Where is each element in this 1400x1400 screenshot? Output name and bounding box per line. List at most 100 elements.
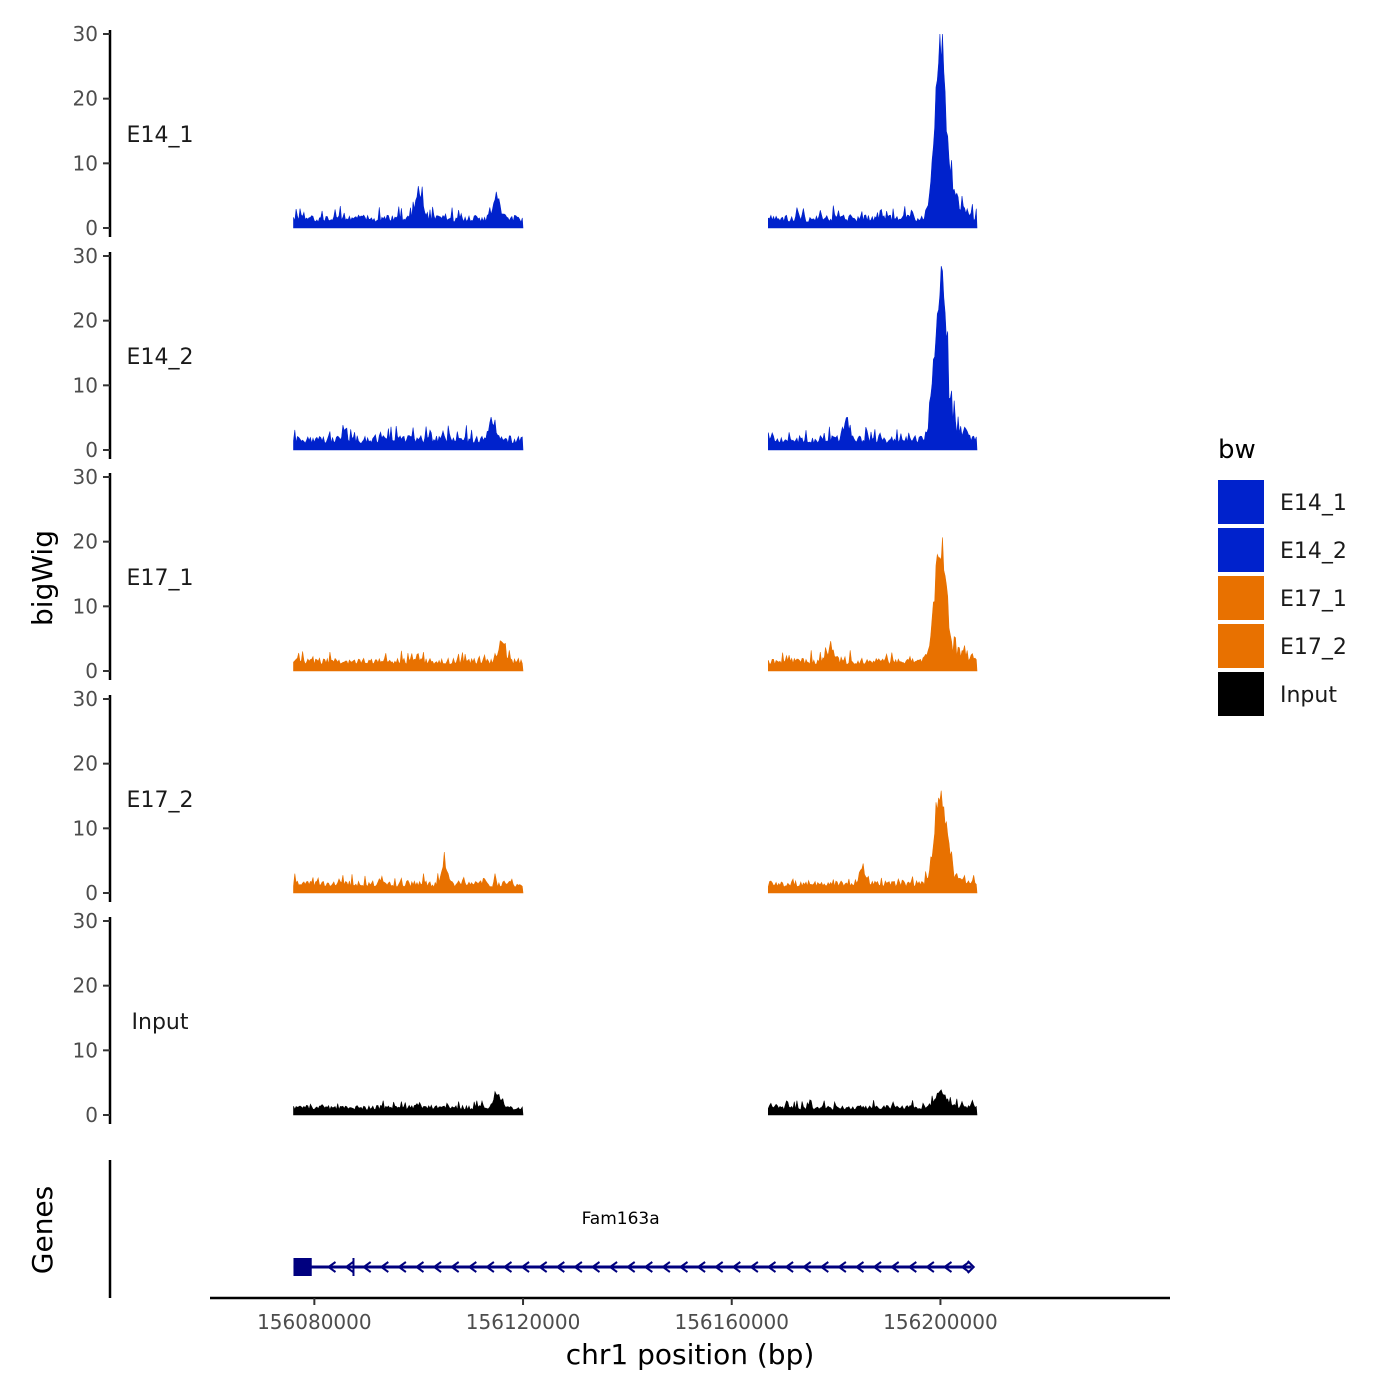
track-label: E14_2 bbox=[127, 345, 194, 370]
y-tick-label: 10 bbox=[73, 1038, 98, 1062]
signal-tracks: 0 10 20 30 E14_1 0 10 20 30 E14_2 0 10 20 30 E17_1 0 10 2… bbox=[73, 22, 978, 1127]
genes-track-title: Genes bbox=[26, 1186, 59, 1274]
legend-label: E17_2 bbox=[1280, 635, 1347, 660]
strand-arrow bbox=[784, 1261, 794, 1273]
signal-area-E14_2-1 bbox=[293, 417, 524, 451]
strand-arrow bbox=[555, 1261, 565, 1273]
x-axis: 156080000 156120000 156160000 156200000 bbox=[210, 1296, 1170, 1334]
y-tick-label: 30 bbox=[73, 22, 98, 46]
strand-arrow bbox=[573, 1261, 583, 1273]
y-tick-label: 30 bbox=[73, 465, 98, 489]
x-tick-label: 156200000 bbox=[883, 1310, 998, 1334]
strand-arrow bbox=[326, 1261, 337, 1273]
y-tick-label: 10 bbox=[73, 594, 98, 618]
y-tick-label: 0 bbox=[85, 1103, 98, 1127]
strand-arrow bbox=[925, 1261, 935, 1273]
track-label: E17_1 bbox=[127, 566, 194, 591]
gene-exon bbox=[293, 1258, 312, 1276]
legend-label: E17_1 bbox=[1280, 587, 1347, 612]
strand-arrow bbox=[837, 1261, 847, 1273]
legend-label: E14_1 bbox=[1280, 491, 1347, 516]
gene-end-cap bbox=[967, 1260, 976, 1274]
x-axis-title: chr1 position (bp) bbox=[566, 1338, 815, 1371]
y-tick-label: 30 bbox=[73, 687, 98, 711]
y-tick-label: 10 bbox=[73, 816, 98, 840]
track-E14_2: 0 10 20 30 E14_2 bbox=[73, 244, 978, 462]
strand-arrow bbox=[449, 1261, 460, 1273]
track-E17_2: 0 10 20 30 E17_2 bbox=[73, 687, 978, 905]
y-axis-title: bigWig bbox=[26, 530, 59, 626]
signal-area-E14_1-1 bbox=[293, 185, 524, 229]
strand-arrow bbox=[819, 1261, 829, 1273]
strand-arrow bbox=[485, 1261, 495, 1273]
track-E17_1: 0 10 20 30 E17_1 bbox=[73, 465, 978, 683]
strand-arrow bbox=[537, 1261, 548, 1273]
legend-label: Input bbox=[1280, 683, 1337, 708]
strand-arrow bbox=[608, 1261, 618, 1273]
genes-track: Fam163a bbox=[108, 1160, 976, 1298]
track-Input: 0 10 20 30 Input bbox=[73, 909, 978, 1127]
strand-arrow bbox=[872, 1261, 882, 1273]
legend-swatch-E14_2 bbox=[1218, 528, 1264, 572]
legend-swatch-E17_1 bbox=[1218, 576, 1264, 620]
strand-arrow bbox=[766, 1261, 777, 1273]
legend-label: E14_2 bbox=[1280, 539, 1347, 564]
y-tick-label: 20 bbox=[73, 87, 98, 111]
strand-arrow bbox=[397, 1261, 407, 1273]
strand-arrow bbox=[889, 1261, 900, 1273]
strand-arrow bbox=[731, 1261, 741, 1273]
track-label: Input bbox=[132, 1010, 189, 1035]
x-tick-label: 156120000 bbox=[466, 1310, 581, 1334]
strand-arrow bbox=[414, 1261, 425, 1273]
strand-arrow bbox=[643, 1261, 653, 1273]
gene-name: Fam163a bbox=[582, 1209, 660, 1229]
track-E14_1: 0 10 20 30 E14_1 bbox=[73, 22, 978, 240]
strand-arrow bbox=[344, 1261, 354, 1273]
x-tick-label: 156160000 bbox=[674, 1310, 789, 1334]
strand-arrow bbox=[713, 1261, 724, 1273]
y-tick-label: 30 bbox=[73, 244, 98, 268]
y-tick-label: 10 bbox=[73, 151, 98, 175]
strand-arrow bbox=[696, 1261, 706, 1273]
y-tick-label: 0 bbox=[85, 659, 98, 683]
legend-title: bw bbox=[1218, 435, 1256, 465]
y-tick-label: 0 bbox=[85, 216, 98, 240]
legend-swatch-E17_2 bbox=[1218, 624, 1264, 668]
y-tick-label: 10 bbox=[73, 373, 98, 397]
strand-arrow bbox=[854, 1261, 865, 1273]
strand-arrow bbox=[625, 1261, 636, 1273]
signal-area-Input-2 bbox=[768, 1089, 978, 1116]
legend-swatch-E14_1 bbox=[1218, 480, 1264, 524]
strand-arrow bbox=[432, 1261, 442, 1273]
strand-arrow bbox=[749, 1261, 759, 1273]
y-tick-label: 0 bbox=[85, 881, 98, 905]
signal-area-Input-1 bbox=[293, 1090, 524, 1116]
strand-arrow bbox=[661, 1261, 671, 1273]
signal-area-E17_1-1 bbox=[293, 640, 524, 672]
track-label: E14_1 bbox=[127, 123, 194, 148]
strand-arrow bbox=[361, 1261, 372, 1273]
y-tick-label: 20 bbox=[73, 309, 98, 333]
strand-arrow bbox=[942, 1261, 953, 1273]
signal-area-E17_2-2 bbox=[768, 790, 978, 894]
strand-arrow bbox=[960, 1261, 970, 1273]
strand-arrow bbox=[801, 1261, 812, 1273]
legend: bw E14_1 E14_2 E17_1 E17_2 Input bbox=[1218, 435, 1347, 716]
strand-arrow bbox=[907, 1261, 917, 1273]
signal-area-E14_1-2 bbox=[768, 33, 978, 229]
y-tick-label: 20 bbox=[73, 974, 98, 998]
y-tick-label: 20 bbox=[73, 752, 98, 776]
x-tick-label: 156080000 bbox=[257, 1310, 372, 1334]
track-label: E17_2 bbox=[127, 788, 194, 813]
y-tick-label: 20 bbox=[73, 530, 98, 554]
y-tick-label: 0 bbox=[85, 438, 98, 462]
signal-area-E17_2-1 bbox=[293, 851, 524, 894]
strand-arrow bbox=[590, 1261, 601, 1273]
strand-arrow bbox=[467, 1261, 477, 1273]
legend-swatch-Input bbox=[1218, 672, 1264, 716]
strand-arrow bbox=[502, 1261, 513, 1273]
strand-arrow bbox=[520, 1261, 530, 1273]
signal-area-E17_1-2 bbox=[768, 537, 978, 672]
y-tick-label: 30 bbox=[73, 909, 98, 933]
